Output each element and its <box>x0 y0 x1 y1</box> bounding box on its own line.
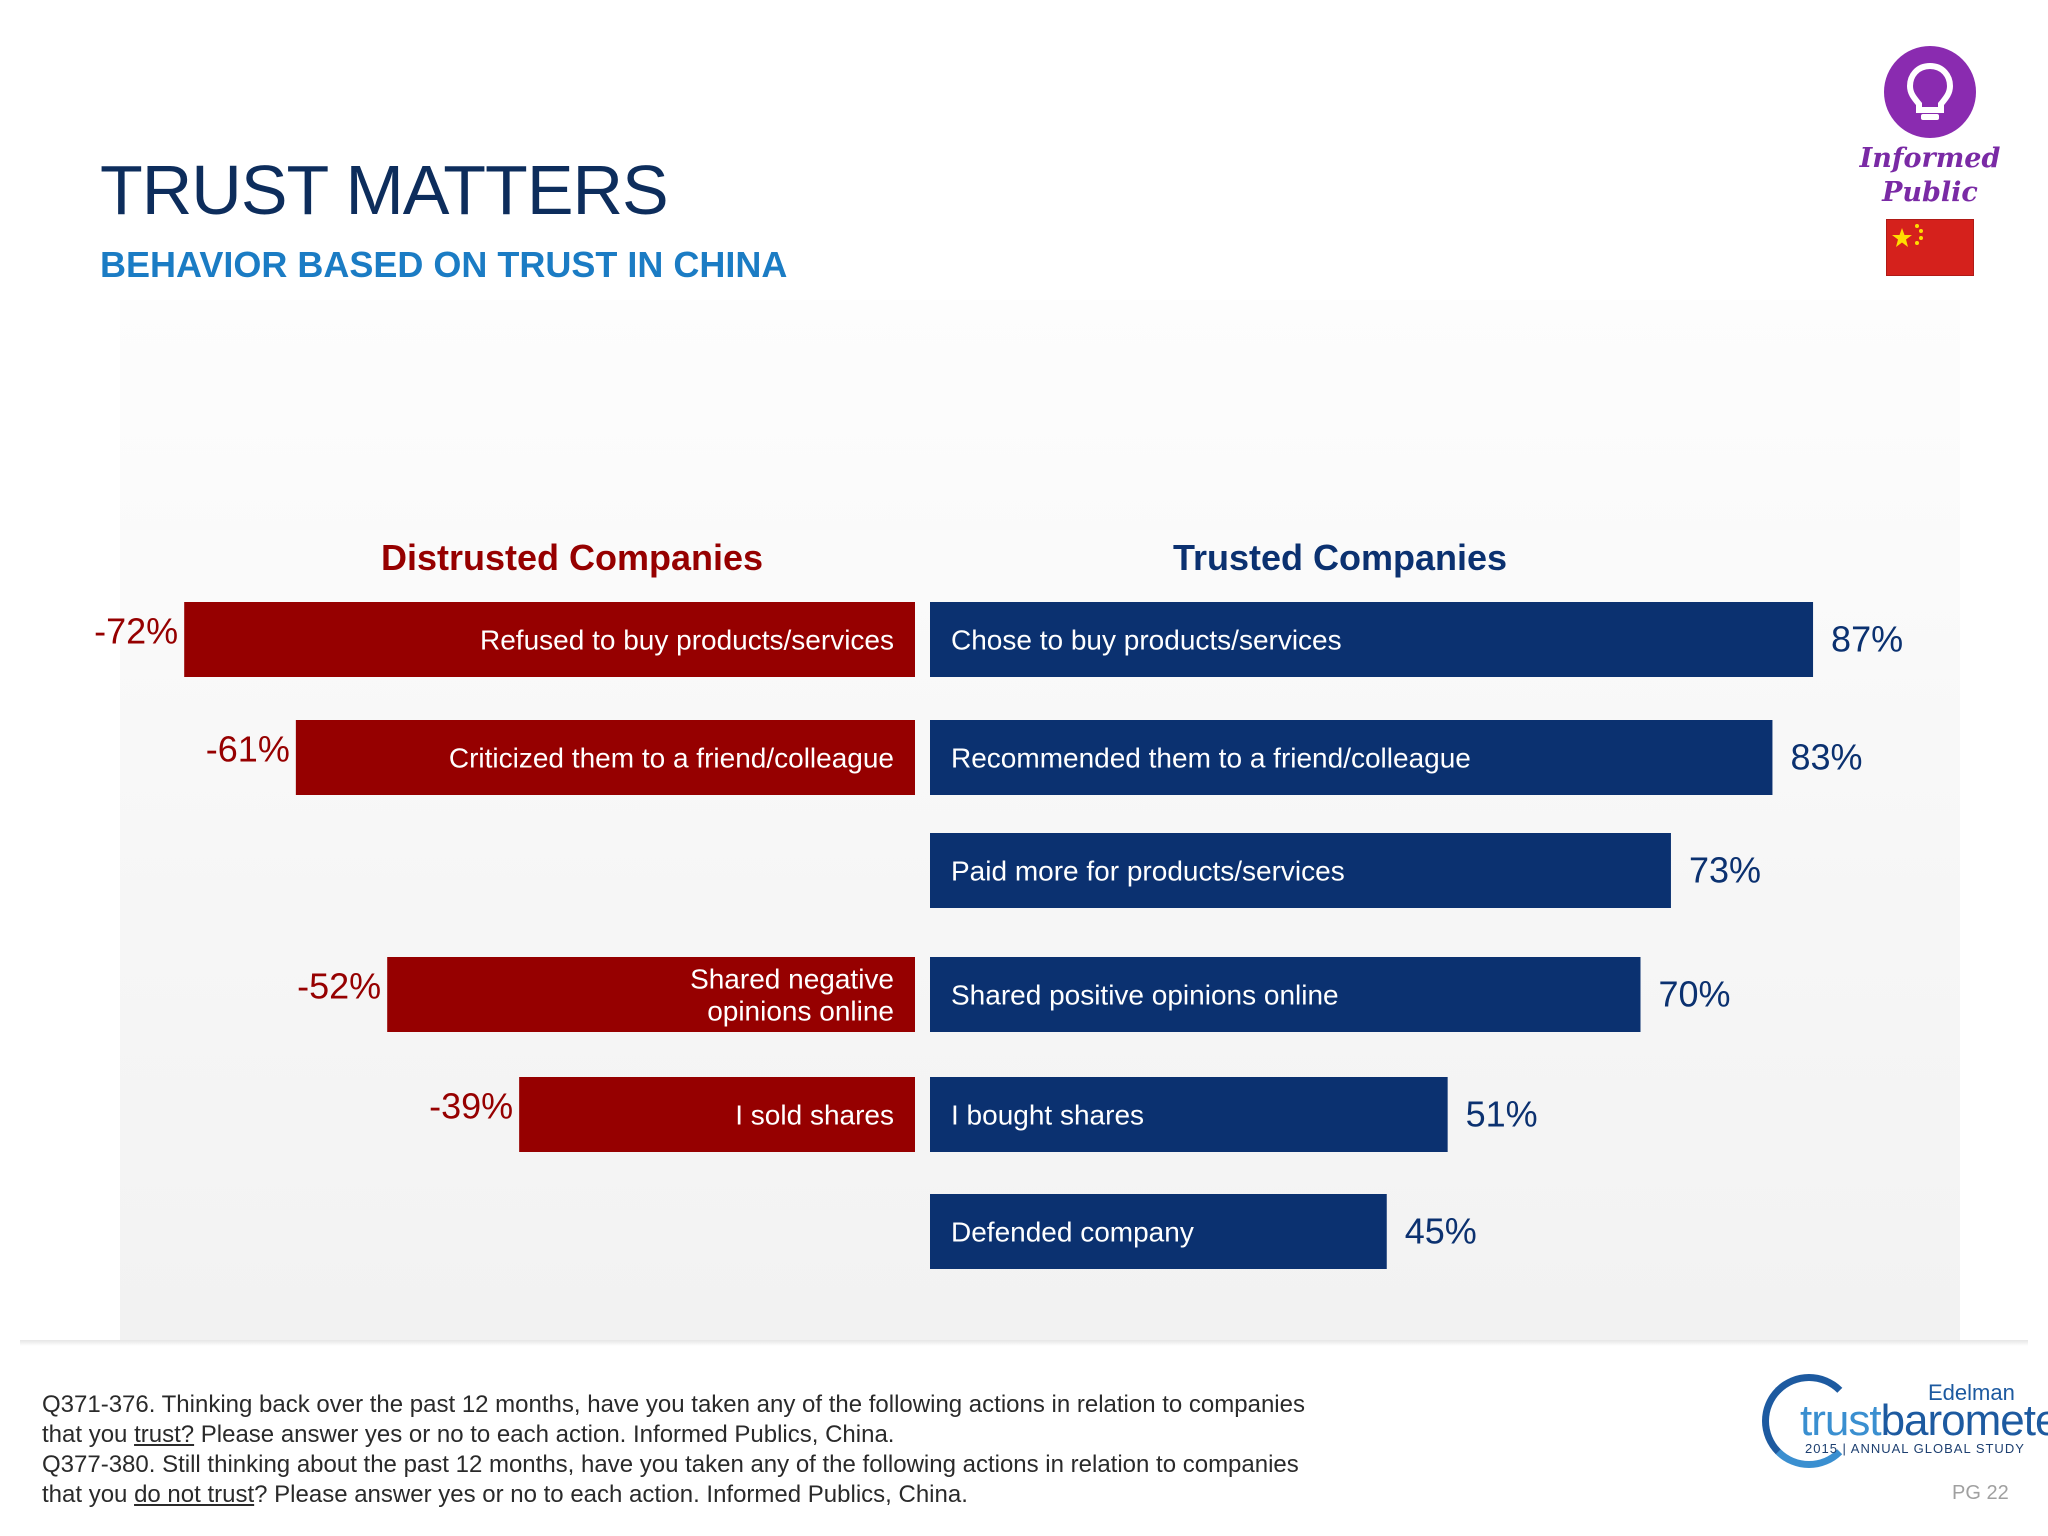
footnote-line-2: that you trust? Please answer yes or no … <box>42 1420 1422 1450</box>
distrusted-bar-label: Refused to buy products/services <box>480 625 894 656</box>
trusted-bar-label: Shared positive opinions online <box>951 980 1339 1011</box>
lightbulb-icon <box>1884 46 1976 138</box>
footnote-text: ? Please answer yes or no to each action… <box>254 1481 968 1508</box>
distrusted-bar-label: Criticized them to a friend/colleague <box>449 743 894 774</box>
trustbarometer-swoosh-icon <box>1762 1374 1856 1468</box>
footnote-line-4: that you do not trust? Please answer yes… <box>42 1480 1422 1510</box>
distrusted-bar-label: opinions online <box>707 996 894 1027</box>
logo-word-thin: trust <box>1800 1396 1882 1445</box>
trusted-heading: Trusted Companies <box>1173 537 1507 578</box>
footnote-text: that you <box>42 1421 135 1448</box>
lightbulb-glyph <box>1906 62 1954 120</box>
distrusted-heading: Distrusted Companies <box>381 537 763 578</box>
page-number: PG 22 <box>1952 1482 2009 1504</box>
distrusted-value-label: -61% <box>206 729 290 770</box>
footnote: Q371-376. Thinking back over the past 12… <box>42 1390 1422 1510</box>
logo-brand: Edelman <box>1928 1380 2015 1405</box>
footnote-text: that you <box>42 1481 135 1508</box>
page-title: TRUST MATTERS <box>100 151 669 229</box>
distrusted-bar <box>184 602 915 677</box>
trusted-value-label: 83% <box>1790 737 1862 778</box>
distrusted-bar <box>519 1077 915 1152</box>
badge-label-line2: Public <box>1882 177 1978 208</box>
informed-public-label: Informed Public <box>1850 142 2010 210</box>
trusted-bar-label: Defended company <box>951 1217 1194 1248</box>
flag-stars <box>1892 224 1923 247</box>
trusted-bar <box>930 833 1671 908</box>
distrusted-value-label: -72% <box>94 611 178 652</box>
page-subtitle: BEHAVIOR BASED ON TRUST IN CHINA <box>100 244 788 285</box>
footer-divider <box>20 1340 2028 1346</box>
china-flag-icon <box>1886 219 1974 276</box>
trusted-bar <box>930 602 1814 677</box>
distrusted-bar-label: Shared negative <box>690 964 894 995</box>
trusted-value-label: 73% <box>1689 850 1761 891</box>
badge-label-line1: Informed <box>1859 143 2001 174</box>
trusted-value-label: 45% <box>1405 1211 1477 1252</box>
logo-wordmark: trustbarometer <box>1800 1396 2048 1446</box>
trusted-bar-label: Chose to buy products/services <box>951 625 1342 656</box>
logo-word-bold: barometer <box>1880 1396 2048 1445</box>
footnote-text: Please answer yes or no to each action. … <box>194 1421 895 1448</box>
trusted-value-label: 51% <box>1466 1094 1538 1135</box>
footnote-line-3: Q377-380. Still thinking about the past … <box>42 1451 1299 1478</box>
trusted-bar-label: Paid more for products/services <box>951 856 1345 887</box>
trusted-value-label: 87% <box>1831 619 1903 660</box>
logo-tagline: 2015 | ANNUAL GLOBAL STUDY <box>1805 1441 2025 1456</box>
footnote-line-1: Q371-376. Thinking back over the past 12… <box>42 1391 1305 1418</box>
trusted-bar <box>930 720 1773 795</box>
trusted-value-label: 70% <box>1659 974 1731 1015</box>
trusted-bar-label: I bought shares <box>951 1100 1144 1131</box>
distrusted-bar-label: I sold shares <box>735 1100 894 1131</box>
trusted-bar-label: Recommended them to a friend/colleague <box>951 743 1471 774</box>
distrusted-value-label: -39% <box>429 1086 513 1127</box>
trusted-bar <box>930 1194 1387 1269</box>
distrusted-bar <box>295 720 916 795</box>
footnote-emphasis: trust? <box>134 1421 195 1448</box>
distrusted-value-label: -52% <box>297 966 381 1007</box>
trusted-bar <box>930 1077 1448 1152</box>
chart-panel <box>120 300 1960 1340</box>
trusted-bar <box>930 957 1641 1032</box>
distrusted-bar <box>387 957 915 1032</box>
footnote-emphasis: do not trust <box>134 1481 255 1508</box>
